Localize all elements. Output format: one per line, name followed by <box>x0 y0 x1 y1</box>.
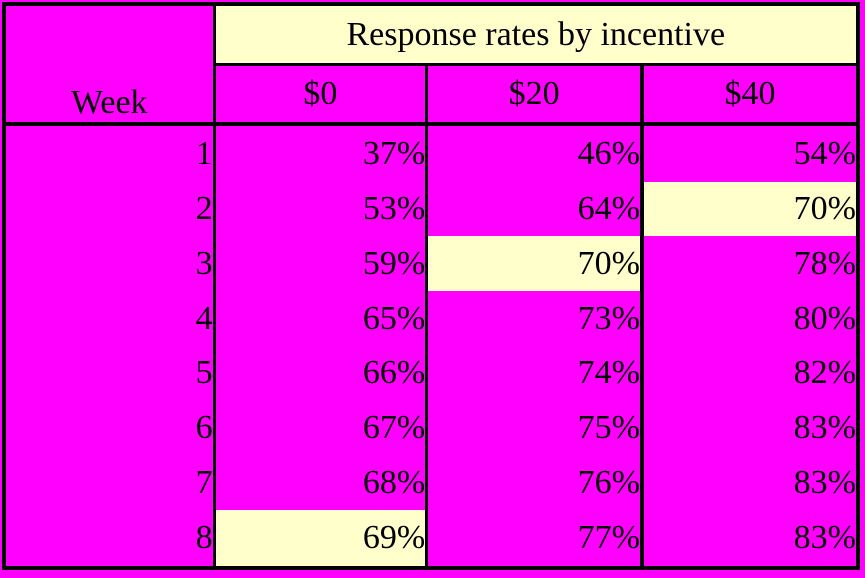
value-cell: 37% <box>212 124 427 182</box>
week-cell: 8 <box>195 519 213 557</box>
value-cell: 74% <box>425 345 642 401</box>
column-header-40: $40 <box>639 64 858 126</box>
value-cell: 67% <box>212 400 427 456</box>
week-cell: 6 <box>195 409 213 447</box>
column-header-0: $0 <box>212 64 427 126</box>
value-cell: 80% <box>639 291 858 346</box>
header-row-title: Week Response rates by incentive <box>4 4 858 126</box>
table-title: Response rates by incentive <box>212 4 858 66</box>
value-cell: 65% <box>212 291 427 346</box>
value-cell: 64% <box>425 181 642 237</box>
week-cell: 3 <box>195 244 213 282</box>
value-cell: 54% <box>639 124 858 182</box>
week-cell: 7 <box>195 463 213 501</box>
table-row: 3 59% 70% 78% <box>4 236 858 292</box>
header-row-columns: $0 $20 $40 <box>4 64 858 126</box>
value-cell: 66% <box>212 345 427 401</box>
value-cell: 70% <box>639 181 858 237</box>
value-cell: 46% <box>425 124 642 182</box>
value-cell: 75% <box>425 400 642 456</box>
value-cell: 83% <box>639 510 858 568</box>
value-cell: 68% <box>212 455 427 511</box>
value-cell: 78% <box>639 236 858 292</box>
value-cell: 83% <box>639 400 858 456</box>
value-cell: 82% <box>639 345 858 401</box>
column-header-20: $20 <box>425 64 642 126</box>
week-header-cell: Week <box>4 4 215 126</box>
table-row: 5 66% 74% 82% <box>4 345 858 401</box>
week-cell: 1 <box>195 134 213 172</box>
value-cell: 83% <box>639 455 858 511</box>
value-cell: 69% <box>212 510 427 568</box>
value-cell: 59% <box>212 236 427 292</box>
table-row: 6 67% 75% 83% <box>4 400 858 456</box>
table-row: 7 68% 76% 83% <box>4 455 858 511</box>
value-cell: 73% <box>425 291 642 346</box>
value-cell: 76% <box>425 455 642 511</box>
value-cell: 70% <box>425 236 642 292</box>
value-cell: 53% <box>212 181 427 237</box>
week-cell: 4 <box>195 299 213 337</box>
table-row: 1 37% 46% 54% <box>4 124 858 182</box>
response-rates-table: Week Response rates by incentive $0 $20 … <box>2 2 860 570</box>
week-cell: 2 <box>195 190 213 228</box>
table-row: 2 53% 64% 70% <box>4 181 858 237</box>
table-row: 8 69% 77% 83% <box>4 510 858 568</box>
week-cell: 5 <box>195 354 213 392</box>
table-row: 4 65% 73% 80% <box>4 291 858 346</box>
value-cell: 77% <box>425 510 642 568</box>
